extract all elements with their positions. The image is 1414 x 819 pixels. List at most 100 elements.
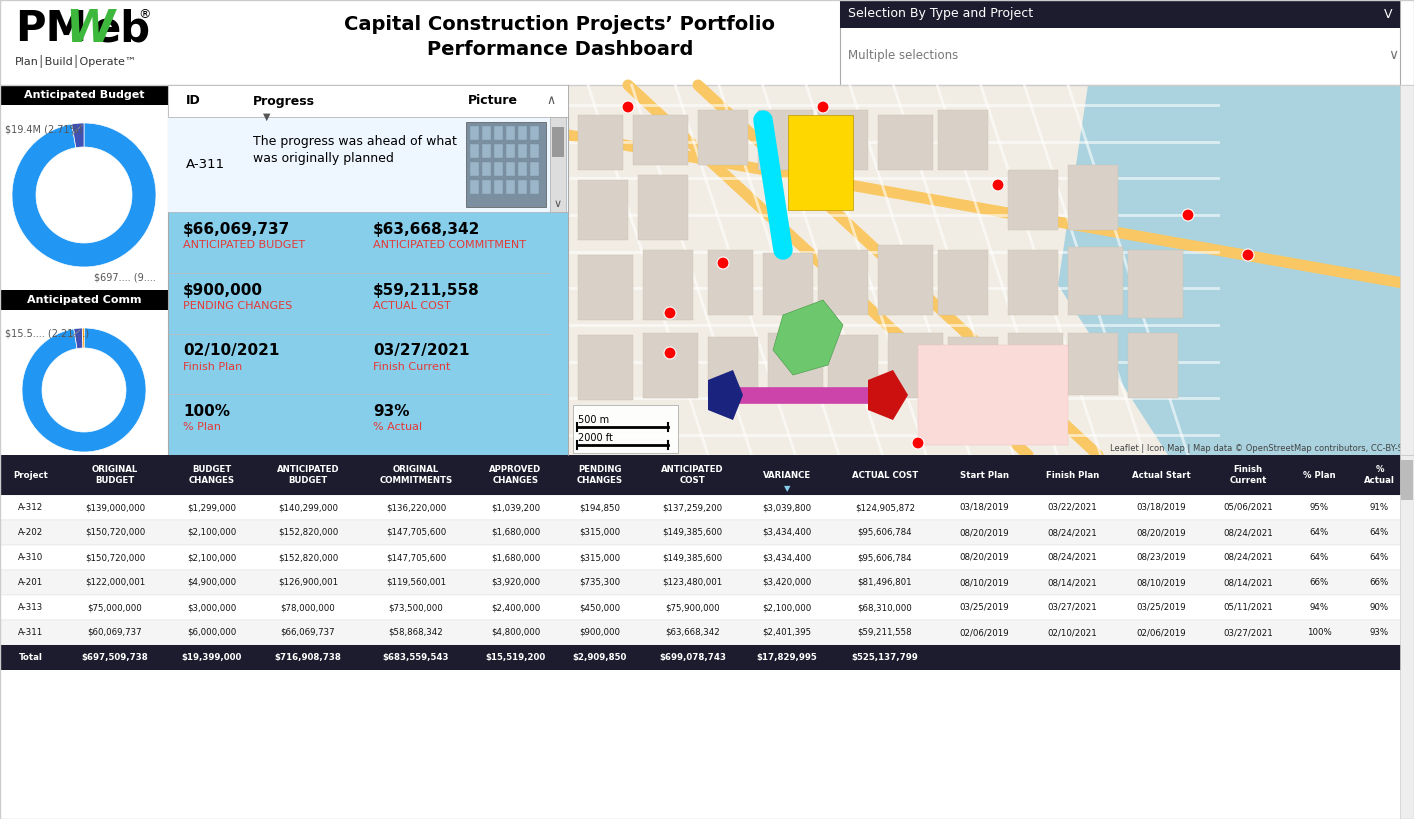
Bar — [506, 126, 515, 140]
Text: Progress: Progress — [253, 94, 315, 107]
Text: ANTICIPATED COMMITMENT: ANTICIPATED COMMITMENT — [373, 240, 526, 250]
Text: Finish Plan: Finish Plan — [182, 361, 242, 372]
Text: A-311: A-311 — [187, 158, 225, 171]
Bar — [530, 126, 539, 140]
Text: 100%: 100% — [182, 405, 230, 419]
Bar — [0, 495, 1414, 520]
Text: APPROVED
CHANGES: APPROVED CHANGES — [489, 465, 542, 485]
Bar — [0, 520, 1414, 545]
Text: ®: ® — [139, 8, 150, 21]
Text: Leaflet | Icon Map | Map data © OpenStreetMap contributors, CC-BY-SA: Leaflet | Icon Map | Map data © OpenStre… — [1110, 444, 1408, 453]
Bar — [758, 110, 813, 170]
Bar — [482, 180, 491, 194]
Text: $140,299,000: $140,299,000 — [279, 503, 338, 512]
Text: 05/11/2021: 05/11/2021 — [1223, 603, 1273, 612]
Text: 02/06/2019: 02/06/2019 — [960, 628, 1010, 637]
Text: 93%: 93% — [373, 405, 410, 419]
Text: $119,560,001: $119,560,001 — [386, 578, 445, 587]
Bar — [878, 115, 933, 170]
Bar — [506, 144, 515, 158]
Bar — [708, 337, 758, 397]
Bar — [0, 595, 1414, 620]
Text: 02/06/2019: 02/06/2019 — [1137, 628, 1186, 637]
Bar — [638, 175, 689, 240]
Text: $3,920,000: $3,920,000 — [491, 578, 540, 587]
Wedge shape — [23, 328, 146, 452]
Text: $2,401,395: $2,401,395 — [762, 628, 812, 637]
Text: $699,078,743: $699,078,743 — [659, 653, 725, 662]
Text: $3,420,000: $3,420,000 — [762, 578, 812, 587]
Text: $19,399,000: $19,399,000 — [181, 653, 242, 662]
Text: 08/24/2021: 08/24/2021 — [1048, 553, 1097, 562]
Text: ANTICIPATED
COST: ANTICIPATED COST — [662, 465, 724, 485]
Bar — [1249, 85, 1414, 175]
Text: Picture: Picture — [468, 94, 518, 107]
Text: $3,039,800: $3,039,800 — [762, 503, 812, 512]
Text: Finish Plan: Finish Plan — [1046, 470, 1099, 479]
Bar — [829, 335, 878, 395]
Wedge shape — [11, 123, 156, 267]
Bar — [947, 337, 998, 399]
Bar — [506, 162, 515, 176]
Text: $137,259,200: $137,259,200 — [662, 503, 723, 512]
Text: 08/20/2019: 08/20/2019 — [1137, 528, 1186, 537]
Text: $683,559,543: $683,559,543 — [383, 653, 450, 662]
Text: 03/18/2019: 03/18/2019 — [1137, 503, 1186, 512]
Text: $3,434,400: $3,434,400 — [762, 528, 812, 537]
Text: ∨: ∨ — [1389, 48, 1398, 62]
Text: 90%: 90% — [1370, 603, 1389, 612]
Bar — [840, 0, 1400, 85]
Bar — [551, 127, 564, 157]
Text: 08/20/2019: 08/20/2019 — [960, 528, 1010, 537]
Wedge shape — [72, 123, 83, 147]
Text: $194,850: $194,850 — [580, 503, 621, 512]
Bar — [578, 180, 628, 240]
Text: $3,434,400: $3,434,400 — [762, 553, 812, 562]
Text: % Plan: % Plan — [1304, 470, 1336, 479]
Text: $150,720,000: $150,720,000 — [85, 528, 146, 537]
Text: $126,900,001: $126,900,001 — [279, 578, 338, 587]
Bar — [168, 85, 568, 455]
Bar — [840, 0, 1400, 28]
Bar — [708, 250, 754, 315]
Text: $2,100,000: $2,100,000 — [762, 603, 812, 612]
Bar — [643, 250, 693, 320]
Bar — [768, 333, 823, 398]
Text: ID: ID — [187, 94, 201, 107]
Text: $1,680,000: $1,680,000 — [491, 528, 540, 537]
Text: 03/25/2019: 03/25/2019 — [1137, 603, 1186, 612]
Text: eb: eb — [92, 8, 150, 50]
Text: $315,000: $315,000 — [580, 528, 621, 537]
Text: 95%: 95% — [1309, 503, 1329, 512]
Text: $147,705,600: $147,705,600 — [386, 528, 447, 537]
Polygon shape — [708, 370, 742, 420]
Text: 02/10/2021: 02/10/2021 — [1048, 628, 1097, 637]
Text: $4,900,000: $4,900,000 — [187, 578, 236, 587]
Text: $147,705,600: $147,705,600 — [386, 553, 447, 562]
Text: $63,668,342: $63,668,342 — [665, 628, 720, 637]
Bar — [0, 645, 1414, 670]
Text: ▼: ▼ — [783, 485, 790, 494]
Text: Actual Start: Actual Start — [1133, 470, 1191, 479]
Bar — [573, 405, 677, 453]
Text: 91%: 91% — [1370, 503, 1389, 512]
Bar — [764, 253, 813, 315]
Text: The progress was ahead of what
was originally planned: The progress was ahead of what was origi… — [253, 135, 457, 165]
Circle shape — [1241, 249, 1254, 261]
Text: ANTICIPATED BUDGET: ANTICIPATED BUDGET — [182, 240, 305, 250]
Bar — [493, 180, 503, 194]
Text: 03/27/2021: 03/27/2021 — [373, 343, 469, 359]
Text: 05/06/2021: 05/06/2021 — [1223, 503, 1273, 512]
Text: VARIANCE: VARIANCE — [764, 470, 812, 479]
Text: $123,480,001: $123,480,001 — [662, 578, 723, 587]
Text: $59,211,558: $59,211,558 — [858, 628, 912, 637]
Text: 03/25/2019: 03/25/2019 — [960, 603, 1010, 612]
Text: $152,820,000: $152,820,000 — [279, 553, 338, 562]
Bar — [1008, 170, 1058, 230]
Text: $735,300: $735,300 — [580, 578, 621, 587]
Bar — [1068, 247, 1123, 315]
Text: $15.5.... (2.21....): $15.5.... (2.21....) — [6, 328, 89, 338]
Bar — [633, 115, 689, 165]
Text: %
Actual: % Actual — [1365, 465, 1396, 485]
Text: $900,000: $900,000 — [182, 283, 263, 298]
